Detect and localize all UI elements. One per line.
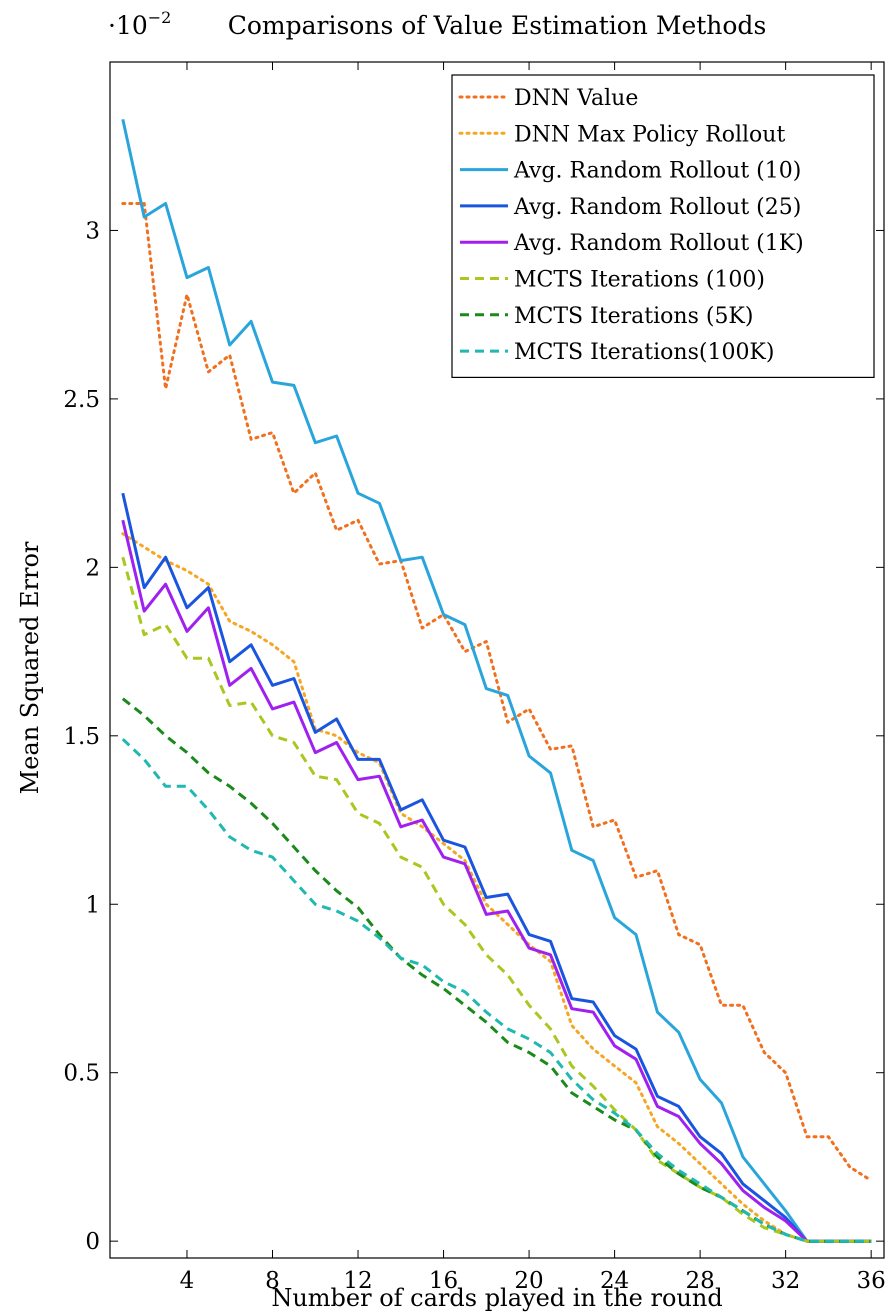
legend-label: MCTS Iterations (100) — [514, 268, 765, 293]
x-tick-label: 16 — [429, 1268, 458, 1294]
series-line-dnn-value — [121, 202, 873, 1182]
x-tick-label: 24 — [600, 1268, 629, 1294]
y-tick-label: 0 — [85, 1229, 100, 1255]
chart-scale-note: ·10−2 — [108, 8, 171, 40]
y-tick-label: 1 — [85, 892, 100, 918]
series-line-avg-random-rollout-25 — [121, 492, 872, 1243]
series-line-mcts-iterations-5k — [121, 697, 872, 1243]
x-tick-label: 28 — [685, 1268, 714, 1294]
series-line-avg-random-rollout-1k — [121, 519, 872, 1243]
y-tick-label: 2.5 — [63, 387, 100, 413]
ticks-layer: 4 8 12 16 20 24 28 32 36 0 0.5 1 1.5 2 2.5 3 — [63, 62, 886, 1294]
plot-area — [121, 118, 873, 1243]
series-line-mcts-iterations-100k — [121, 738, 872, 1243]
y-tick-label: 2 — [85, 555, 100, 581]
x-tick-label: 20 — [514, 1268, 543, 1294]
legend-label: DNN Max Policy Rollout — [514, 122, 785, 147]
series-line-mcts-iterations-100 — [121, 556, 872, 1243]
legend-label: Avg. Random Rollout (25) — [513, 195, 801, 220]
x-tick-label: 4 — [180, 1268, 195, 1294]
x-tick-label: 12 — [343, 1268, 372, 1294]
x-axis-title: Number of cards played in the round — [271, 1284, 722, 1312]
chart-title: Comparisons of Value Estimation Methods — [228, 11, 767, 40]
x-tick-label: 36 — [857, 1268, 886, 1294]
legend-box — [451, 74, 875, 378]
legend: DNN Value DNN Max Policy Rollout Avg. Rand… — [451, 74, 875, 378]
legend-label: DNN Value — [514, 86, 638, 111]
y-tick-label: 1.5 — [63, 724, 100, 750]
legend-label: MCTS Iterations (5K) — [514, 304, 753, 329]
y-axis-title: Mean Squared Error — [16, 541, 44, 794]
legend-label: Avg. Random Rollout (10) — [513, 159, 801, 184]
series-line-dnn-max-policy-rollout — [121, 532, 873, 1243]
x-tick-label: 32 — [771, 1268, 800, 1294]
y-tick-label: 3 — [85, 218, 100, 244]
scale-note-exponent: −2 — [148, 8, 172, 27]
scale-note-base: ·10 — [108, 11, 148, 40]
legend-label: Avg. Random Rollout (1K) — [513, 231, 804, 256]
legend-label: MCTS Iterations(100K) — [514, 340, 774, 365]
y-tick-label: 0.5 — [63, 1061, 100, 1087]
x-tick-label: 8 — [265, 1268, 280, 1294]
series-line-avg-random-rollout-10 — [121, 118, 872, 1243]
plot-frame — [109, 61, 885, 1259]
